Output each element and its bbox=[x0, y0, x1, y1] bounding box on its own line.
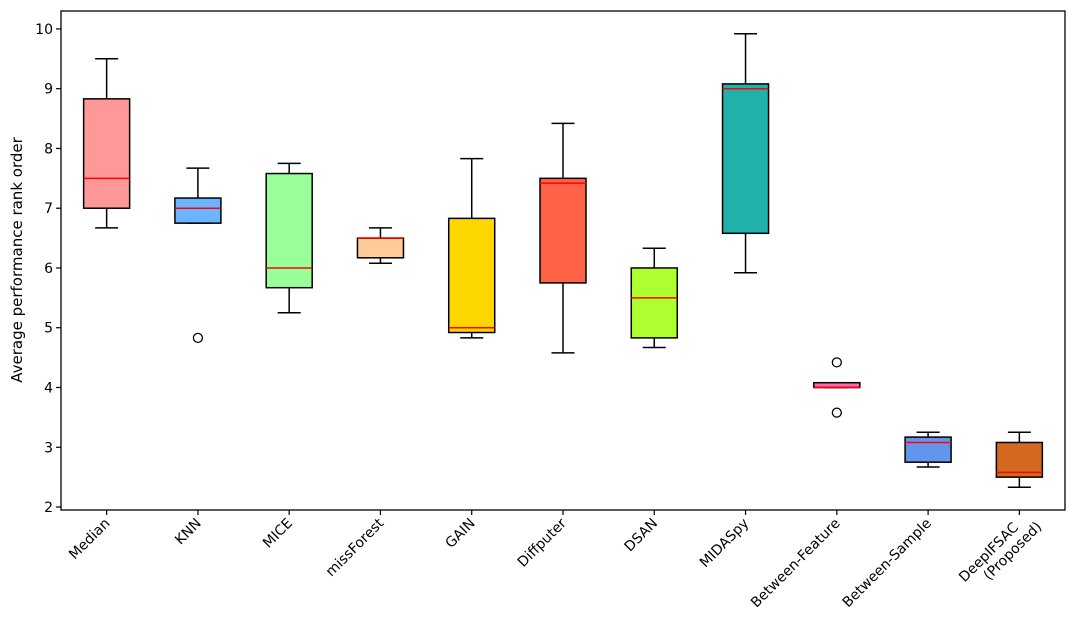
box-knn bbox=[174, 167, 222, 344]
x-tick-label-line: missForest bbox=[323, 515, 388, 580]
x-axis: Median KNN MICE missForest GAIN Diffputer DSAN… bbox=[66, 508, 1045, 612]
x-tick-label-line: MICE bbox=[260, 516, 296, 552]
x-tick-label: MIDASpy bbox=[697, 516, 752, 571]
x-tick-label: MICE bbox=[260, 516, 296, 552]
box-midaspy bbox=[721, 32, 770, 274]
box-body bbox=[356, 237, 405, 259]
x-tick-label: GAIN bbox=[442, 516, 478, 552]
y-axis-label: Average performance rank order bbox=[8, 136, 26, 382]
x-tick-label: missForest bbox=[323, 515, 388, 580]
y-axis: 2 3 4 5 6 7 8 9 10 bbox=[35, 22, 61, 516]
box-between-feature bbox=[813, 357, 861, 418]
y-tick-label: 6 bbox=[44, 261, 53, 277]
box-diffputer bbox=[539, 122, 587, 354]
plot-area bbox=[82, 32, 1044, 489]
y-tick-label: 4 bbox=[44, 380, 53, 396]
box-mice bbox=[265, 162, 313, 314]
box-gain bbox=[447, 157, 496, 339]
x-tick-label-line: GAIN bbox=[442, 516, 478, 552]
x-tick-label-line: MIDASpy bbox=[697, 516, 752, 571]
plot-frame bbox=[60, 10, 1066, 511]
x-tick-label-line: Between-Feature bbox=[748, 516, 844, 612]
x-tick-label-line: DSAN bbox=[622, 516, 662, 556]
box-dsan bbox=[630, 247, 679, 349]
y-tick-label: 5 bbox=[44, 321, 53, 337]
box-body bbox=[630, 267, 679, 339]
box-body bbox=[539, 177, 587, 284]
x-tick-label: Diffputer bbox=[515, 515, 570, 570]
x-tick-label: DSAN bbox=[622, 516, 662, 556]
box-between-sample bbox=[904, 431, 952, 468]
box-body bbox=[721, 83, 770, 235]
y-tick-label: 8 bbox=[44, 141, 53, 157]
box-body bbox=[265, 172, 313, 289]
x-tick-label-line: Between-Sample bbox=[840, 516, 935, 611]
outlier-point bbox=[192, 332, 204, 344]
x-tick-label: Median bbox=[66, 516, 113, 563]
box-body bbox=[995, 441, 1044, 478]
x-tick-label: DeepIFSAC(Proposed) bbox=[956, 508, 1045, 597]
y-tick-label: 2 bbox=[44, 500, 53, 516]
box-body bbox=[447, 217, 496, 334]
outlier-point bbox=[831, 357, 842, 368]
box-median bbox=[82, 58, 131, 229]
x-tick-label: KNN bbox=[172, 516, 205, 549]
box-missforest bbox=[356, 227, 405, 264]
x-tick-label: Between-Feature bbox=[748, 516, 844, 612]
x-tick-label: Between-Sample bbox=[840, 516, 935, 611]
box-body bbox=[82, 98, 131, 209]
x-tick-label-line: Median bbox=[66, 516, 113, 563]
x-tick-label-line: KNN bbox=[172, 516, 205, 549]
box-body bbox=[174, 197, 222, 224]
y-tick-label: 7 bbox=[44, 201, 53, 217]
y-tick-label: 9 bbox=[44, 82, 53, 98]
y-tick-label: 10 bbox=[35, 22, 53, 38]
box-body bbox=[904, 436, 952, 463]
box-deepifsac-(proposed) bbox=[995, 431, 1044, 489]
outlier-point bbox=[831, 407, 842, 418]
y-tick-label: 3 bbox=[44, 440, 53, 456]
x-tick-label-line: Diffputer bbox=[515, 515, 570, 570]
